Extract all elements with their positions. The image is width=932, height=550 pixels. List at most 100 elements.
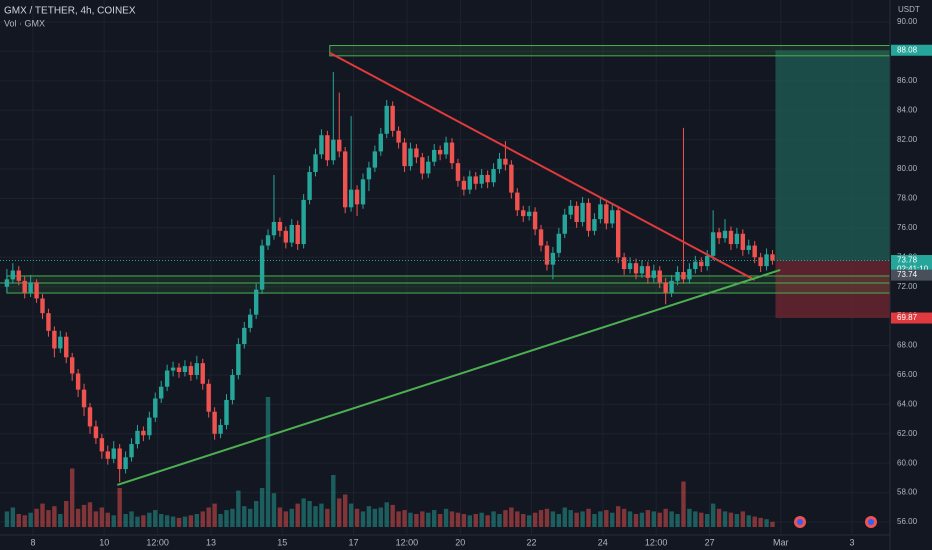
volume-bar: [75, 508, 81, 527]
volume-bar: [544, 508, 550, 527]
volume-bar: [491, 511, 496, 527]
x-tick-label: Mar: [773, 537, 789, 547]
candle-body: [740, 233, 746, 250]
candle-body: [752, 245, 757, 258]
volume-bar: [532, 512, 538, 527]
candle-body: [283, 230, 289, 243]
candle-body: [443, 142, 449, 155]
volume-bar: [657, 512, 662, 527]
candle-body: [4, 279, 10, 287]
volume-bar: [22, 515, 27, 527]
volume-bar: [105, 512, 110, 527]
candle-body: [497, 158, 502, 170]
subtitle: Vol · GMX: [4, 18, 45, 28]
volume-bar: [194, 514, 200, 527]
volume-bar: [592, 514, 597, 527]
candle-body: [58, 336, 63, 349]
candle-body: [526, 211, 532, 217]
candle-body: [141, 430, 146, 436]
countdown: 02:41:10: [897, 265, 929, 274]
x-tick-label: 24: [598, 537, 608, 547]
candle-body: [295, 224, 300, 245]
volume-bar: [10, 507, 16, 527]
candle-body: [366, 167, 372, 180]
candle-body: [449, 142, 455, 164]
volume-bar: [64, 501, 69, 527]
volume-bar: [99, 507, 105, 527]
candle-body: [28, 282, 33, 293]
candle-body: [467, 176, 473, 190]
profit-zone: [775, 50, 890, 261]
volume-bar: [212, 503, 217, 527]
x-tick-label: 12:00: [146, 537, 169, 547]
volume-bar: [87, 502, 93, 527]
candle-body: [396, 130, 401, 143]
volume-bar: [443, 508, 449, 527]
volume-bar: [58, 514, 63, 527]
volume-bar: [526, 515, 532, 527]
volume-bar: [159, 514, 164, 527]
candle-body: [34, 282, 39, 299]
candle-body: [408, 148, 413, 167]
volume-bar: [568, 510, 573, 527]
volume-bar: [645, 510, 651, 527]
volume-bar: [265, 397, 271, 527]
candle-body: [687, 269, 692, 280]
candle-body: [46, 313, 51, 331]
candle-body: [621, 257, 627, 270]
candle-body: [147, 417, 152, 436]
volume-bar: [188, 515, 194, 527]
candle-body: [562, 214, 567, 234]
x-tick-label: 12:00: [645, 537, 668, 547]
candle-body: [705, 255, 710, 267]
candle-body: [325, 135, 330, 161]
candle-body: [485, 174, 490, 183]
candle-body: [390, 105, 395, 131]
candle-body: [604, 204, 609, 224]
y-tick-label: 90.00: [897, 17, 918, 26]
candle-body: [645, 266, 651, 278]
volume-bar: [497, 514, 502, 527]
volume-bar: [253, 501, 259, 527]
candle-body: [10, 270, 16, 280]
volume-bar: [710, 503, 716, 527]
volume-bar: [734, 514, 740, 527]
volume-bar: [319, 503, 324, 527]
volume-bar: [52, 506, 57, 527]
volume-bar: [259, 488, 265, 527]
volume-bar: [307, 501, 312, 527]
y-tick-label: 56.00: [897, 517, 918, 526]
candle-body: [491, 169, 496, 183]
y-tick-label: 62.00: [897, 429, 918, 438]
volume-bar: [69, 468, 75, 527]
price-tag: [891, 269, 932, 281]
candle-body: [265, 235, 271, 246]
x-tick-label: 27: [705, 537, 715, 547]
candle-body: [242, 327, 247, 345]
candle-body: [716, 232, 722, 239]
x-tick-label: 12:00: [396, 537, 419, 547]
candle-body: [728, 230, 734, 245]
candle-body: [503, 158, 508, 165]
candle-body: [699, 261, 704, 267]
y-tick-label: 82.00: [897, 135, 918, 144]
volume-bar: [141, 515, 146, 527]
candle-body: [592, 219, 597, 231]
candle-body: [580, 202, 585, 222]
loss-zone: [775, 260, 890, 319]
candle-body: [574, 205, 579, 222]
volume-bar: [230, 508, 235, 527]
event-icon[interactable]: [868, 519, 874, 525]
candle-body: [473, 176, 478, 184]
volume-bar: [473, 514, 478, 527]
candle-body: [253, 289, 259, 315]
event-icon[interactable]: [797, 519, 803, 525]
price-tag: [891, 312, 932, 324]
candle-body: [40, 298, 45, 314]
price-tag-label: 73.78: [897, 256, 918, 265]
candle-body: [746, 245, 751, 250]
candle-body: [770, 254, 775, 261]
candle-body: [218, 424, 223, 434]
volume-bar: [354, 508, 360, 527]
volume-bar: [562, 507, 567, 527]
